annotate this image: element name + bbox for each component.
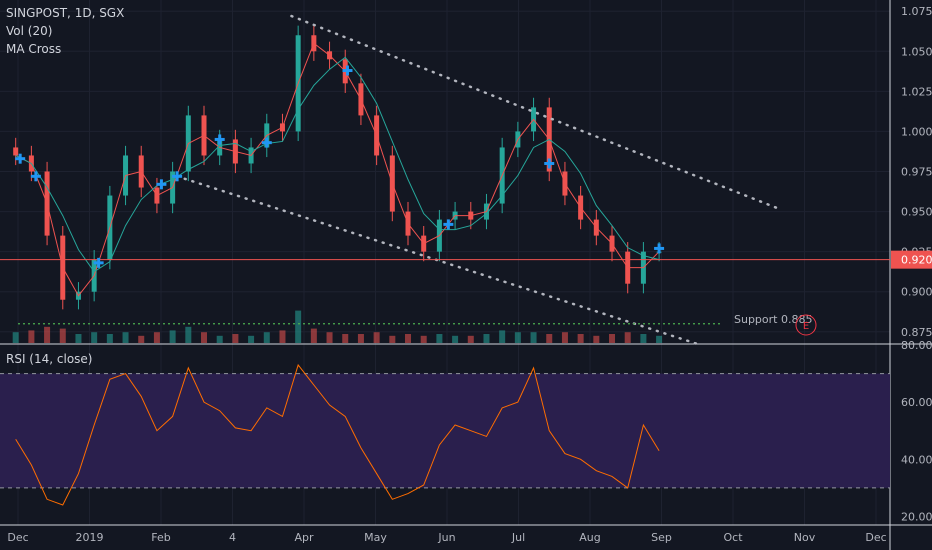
volume-bar [373,332,380,343]
volume-bar [248,335,255,343]
volume-bar [640,334,647,343]
ma-cross-marker [544,158,555,169]
time-tick-label: Oct [723,531,743,544]
price-tick-label: 0.900 [901,286,932,299]
ma-cross-marker [654,243,665,254]
volume-bar [326,332,333,343]
price-tick-label: 1.075 [901,5,932,18]
ma-cross-marker [214,134,225,145]
rsi-tick-label: 40.00 [901,453,932,466]
time-tick-label: 4 [229,531,236,544]
volume-bar [59,328,66,343]
support-label: Support 0.885 [734,313,812,326]
volume-bar [546,334,553,343]
time-tick-label: Feb [151,531,170,544]
volume-bar [389,335,396,343]
volume-bar [122,332,129,343]
volume-bar [467,335,474,343]
volume-bar [436,334,443,343]
price-tick-label: 1.000 [901,125,932,138]
volume-bar [216,335,223,343]
ma-cross-marker [443,219,454,230]
volume-bar [561,332,568,343]
volume-bar [420,335,427,343]
time-tick-label: Aug [579,531,600,544]
volume-bar [169,330,176,343]
symbol-legend[interactable]: SINGPOST, 1D, SGX [6,6,125,20]
rsi-band [0,373,890,488]
price-tick-label: 0.975 [901,166,932,179]
time-tick-label: Jul [511,531,525,544]
current-price-badge [891,250,932,269]
volume-bar [483,334,490,343]
volume-bar [263,332,270,343]
volume-bar [593,335,600,343]
time-tick-label: Dec [865,531,886,544]
volume-bar [279,330,286,343]
ma-cross-marker [261,137,272,148]
volume-bar [624,332,631,343]
volume-bar [499,330,506,343]
time-tick-label: May [364,531,387,544]
rsi-indicator-legend[interactable]: RSI (14, close) [6,352,93,366]
time-tick-label: Nov [794,531,816,544]
volume-bar [656,335,663,343]
volume-bar [28,330,35,343]
ma-cross-marker [15,153,26,164]
volume-indicator-legend[interactable]: Vol (20) [6,24,53,38]
volume-bar [405,334,412,343]
ma-cross-marker [156,179,167,190]
earnings-circle [795,314,817,336]
ma-cross-marker [172,171,183,182]
current-price-label: 0.920 [901,254,932,267]
volume-bar [12,332,19,343]
volume-bar [357,334,364,343]
volume-bar [530,332,537,343]
ma-cross-indicator-legend[interactable]: MA Cross [6,42,62,56]
grid-lines [0,0,890,525]
time-tick-label: Apr [294,531,314,544]
volume-bar [91,332,98,343]
ma-cross-marker [30,171,41,182]
ma-cross-marker [342,65,353,76]
volume-bar [232,334,239,343]
trendline [290,14,780,210]
rsi-line [15,363,660,506]
ma-slow-line [15,56,660,273]
price-tick-label: 1.050 [901,45,932,58]
rsi-tick-label: 60.00 [901,396,932,409]
volume-bar [138,335,145,343]
earnings-label: E [803,321,809,332]
volume-bar [106,334,113,343]
price-tick-label: 0.875 [901,326,932,339]
volume-bar [342,334,349,343]
time-tick-label: Dec [7,531,28,544]
time-tick-label: 2019 [76,531,104,544]
rsi-tick-label: 20.00 [901,510,932,523]
volume-bar [577,334,584,343]
volume-bar [75,334,82,343]
volume-bar [310,328,317,343]
price-tick-label: 1.025 [901,85,932,98]
volume-bar [295,310,302,343]
earnings-marker[interactable]: E [795,314,817,336]
volume-bar [44,326,51,343]
ma-cross-marker [93,257,104,268]
volume-bar [452,335,459,343]
volume-bar [609,334,616,343]
volume-bar [514,332,521,343]
volume-bar [201,332,208,343]
trendline [175,175,701,346]
price-tick-label: 0.950 [901,206,932,219]
volume-bar [153,332,160,343]
volume-bar [185,326,192,343]
time-tick-label: Jun [437,531,455,544]
rsi-tick-label: 80.00 [901,339,932,352]
time-tick-label: Sep [651,531,672,544]
candle-body [13,147,19,156]
